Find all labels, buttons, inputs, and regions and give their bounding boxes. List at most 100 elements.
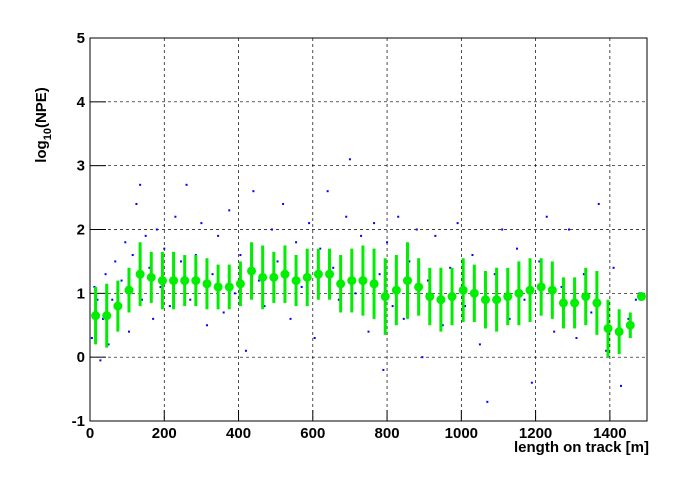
- profile-point: [469, 288, 479, 298]
- profile-point: [414, 282, 424, 292]
- point: [348, 158, 351, 161]
- profile-point: [269, 272, 279, 282]
- profile-point: [547, 285, 557, 295]
- point: [200, 222, 203, 225]
- point: [99, 359, 102, 362]
- x-tick-label: 200: [152, 425, 177, 442]
- profile-point: [191, 276, 201, 286]
- point: [568, 228, 571, 231]
- y-tick-label: 3: [77, 158, 85, 175]
- y-tick-label: 5: [77, 30, 85, 47]
- profile-point: [180, 276, 190, 286]
- point: [345, 215, 348, 218]
- profile-point: [169, 276, 179, 286]
- point: [155, 228, 158, 231]
- y-tick-label: 0: [77, 349, 85, 366]
- profile-point: [247, 266, 257, 276]
- profile-point: [302, 272, 312, 282]
- profile-point: [558, 298, 568, 308]
- point: [415, 228, 418, 231]
- point: [501, 228, 504, 231]
- point: [590, 311, 593, 314]
- y-tick-label: -1: [72, 413, 85, 430]
- point: [493, 273, 496, 276]
- point: [545, 215, 548, 218]
- profile-point: [291, 276, 301, 286]
- point: [168, 305, 171, 308]
- point: [111, 298, 114, 301]
- y-axis-label: log10(NPE): [33, 87, 54, 163]
- point: [104, 273, 107, 276]
- profile-point: [614, 327, 624, 337]
- profile-point: [91, 311, 101, 321]
- profile-point: [436, 295, 446, 305]
- profile-point: [514, 288, 524, 298]
- point: [101, 317, 104, 320]
- point: [434, 234, 437, 237]
- y-tick-label: 4: [77, 94, 86, 111]
- profile-point: [347, 276, 357, 286]
- point: [139, 183, 142, 186]
- x-tick-label: 800: [375, 425, 400, 442]
- x-tick-label: 600: [300, 425, 325, 442]
- point: [397, 215, 400, 218]
- point: [319, 247, 322, 250]
- y-tick-label: 1: [77, 285, 85, 302]
- point: [163, 247, 166, 250]
- point: [553, 330, 556, 333]
- profile-point: [369, 279, 379, 289]
- profile-point: [447, 292, 457, 302]
- profile-point: [113, 301, 123, 311]
- point: [612, 266, 615, 269]
- point: [373, 222, 376, 225]
- profile-point: [258, 272, 268, 282]
- point: [152, 317, 155, 320]
- point: [120, 279, 123, 282]
- point: [185, 183, 188, 186]
- profile-point: [592, 298, 602, 308]
- profile-point: [536, 282, 546, 292]
- point: [252, 190, 255, 193]
- profile-point: [480, 295, 490, 305]
- point: [194, 254, 197, 257]
- point: [426, 279, 429, 282]
- point: [627, 317, 630, 320]
- point: [300, 285, 303, 288]
- profile-point: [503, 292, 513, 302]
- point: [308, 222, 311, 225]
- profile-point: [213, 282, 223, 292]
- profile-point: [603, 323, 613, 333]
- point: [382, 368, 385, 371]
- point: [391, 305, 394, 308]
- point: [144, 234, 147, 237]
- point: [228, 209, 231, 212]
- profile-point: [102, 311, 112, 321]
- point: [148, 266, 151, 269]
- profile-point: [391, 285, 401, 295]
- profile-point: [135, 269, 145, 279]
- profile-point: [280, 269, 290, 279]
- point: [131, 254, 134, 257]
- point: [464, 305, 467, 308]
- point: [233, 292, 236, 295]
- point: [217, 234, 220, 237]
- point: [189, 298, 192, 301]
- profile-point: [313, 269, 323, 279]
- profile-point: [636, 292, 646, 302]
- profile-point: [625, 320, 635, 330]
- point: [538, 260, 541, 263]
- point: [107, 343, 110, 346]
- profile-point: [380, 292, 390, 302]
- x-axis-label: length on track [m]: [514, 439, 649, 456]
- point: [313, 337, 316, 340]
- profile-point: [525, 285, 535, 295]
- point: [421, 356, 424, 359]
- point: [360, 234, 363, 237]
- point: [508, 317, 511, 320]
- point: [530, 381, 533, 384]
- profile-point: [146, 272, 156, 282]
- point: [295, 241, 298, 244]
- profile-point: [492, 295, 502, 305]
- point: [239, 254, 242, 257]
- profile-point: [581, 292, 591, 302]
